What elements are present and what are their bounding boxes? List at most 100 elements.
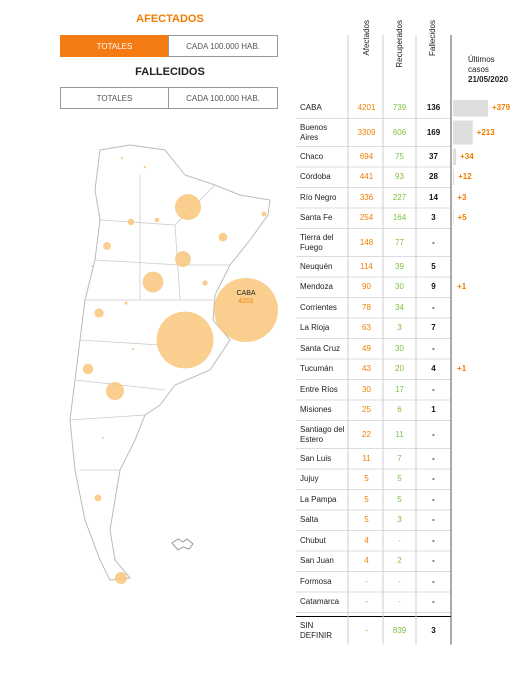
province-name: Chaco [300, 151, 324, 161]
province-name: Santa Fe [300, 213, 333, 223]
cell-fallecidos: 5 [431, 261, 436, 271]
province-bubble [143, 165, 147, 169]
province-name: Chubut [300, 535, 326, 545]
province-name: Neuquén [300, 261, 333, 271]
cell-recuperados: 164 [392, 213, 407, 223]
cell-afectados: 336 [359, 192, 374, 202]
province-bubble [94, 494, 102, 502]
province-bubble [156, 311, 214, 369]
province-bubble [142, 271, 164, 293]
province-name: Corrientes [300, 302, 337, 312]
cell-fallecidos: 9 [431, 282, 436, 292]
province-bubble [114, 571, 128, 585]
province-name: Santiago del Estero [300, 424, 345, 444]
cell-afectados: 78 [362, 302, 371, 312]
bubble-label: CABA [236, 290, 256, 297]
cell-fallecidos: - [432, 474, 435, 484]
province-bubble [82, 363, 94, 375]
cell-afectados: 5 [364, 474, 369, 484]
toggle-per-capita[interactable]: CADA 100.000 HAB. [168, 87, 278, 109]
recent-cases-bar [453, 169, 455, 186]
toggle-totales[interactable]: TOTALES [60, 87, 169, 109]
cell-fallecidos: 4 [431, 364, 436, 374]
recent-cases-label: +1 [457, 364, 467, 374]
cell-afectados: 63 [362, 323, 371, 333]
recent-cases-label: +5 [457, 213, 467, 223]
province-bubble [202, 280, 208, 286]
recent-cases-label: +1 [457, 282, 467, 292]
cell-recuperados: 3 [397, 515, 402, 525]
recent-cases-label: +12 [458, 172, 472, 182]
cell-recuperados: 5 [397, 494, 402, 504]
cell-afectados: 11 [362, 453, 371, 463]
cell-afectados: 30 [362, 384, 371, 394]
province-bubble [94, 308, 104, 318]
cell-recuperados: 739 [392, 103, 407, 113]
cell-afectados: 148 [359, 237, 374, 247]
cell-recuperados: 839 [392, 625, 407, 635]
province-bubble [154, 217, 160, 223]
province-name: San Luis [300, 453, 332, 463]
cell-fallecidos: - [432, 576, 435, 586]
cell-recuperados: 17 [395, 384, 404, 394]
cell-fallecidos: 3 [431, 625, 436, 635]
cell-afectados: 5 [364, 515, 369, 525]
cell-fallecidos: 14 [429, 192, 438, 202]
cell-recuperados: 7 [397, 453, 402, 463]
cell-afectados: 694 [359, 151, 374, 161]
cell-afectados: - [365, 576, 368, 586]
cell-recuperados: 227 [392, 192, 407, 202]
province-name: Misiones [300, 405, 332, 415]
cell-fallecidos: 28 [429, 172, 438, 182]
cell-recuperados: 3 [397, 323, 402, 333]
province-name: Córdoba [300, 172, 331, 182]
province-bubble [174, 193, 202, 221]
cell-afectados: 90 [362, 282, 371, 292]
province-bubble [218, 232, 228, 242]
cell-recuperados: 606 [392, 127, 407, 137]
province-name: La Rioja [300, 323, 330, 333]
province-name: CABA [300, 103, 322, 113]
province-name: Formosa [300, 576, 332, 586]
cell-recuperados: 93 [395, 172, 404, 182]
cell-recuperados: - [398, 535, 401, 545]
cell-fallecidos: - [432, 597, 435, 607]
column-header: Fallecidos [428, 20, 437, 57]
cell-fallecidos: - [432, 384, 435, 394]
cell-recuperados: 77 [395, 237, 404, 247]
cell-fallecidos: - [432, 494, 435, 504]
cell-fallecidos: 169 [426, 127, 441, 137]
cell-recuperados: - [398, 597, 401, 607]
province-bubble [103, 242, 111, 250]
cell-recuperados: 30 [395, 282, 404, 292]
cell-fallecidos: - [432, 453, 435, 463]
cell-afectados: 25 [362, 405, 371, 415]
column-header: Últimos casos [468, 55, 495, 74]
toggle-totales[interactable]: TOTALES [60, 35, 169, 57]
toggle-per-capita[interactable]: CADA 100.000 HAB. [168, 35, 278, 57]
cell-fallecidos: 136 [426, 103, 441, 113]
afectados-title: AFECTADOS [136, 13, 204, 25]
province-name: Salta [300, 515, 319, 525]
cell-fallecidos: - [432, 556, 435, 566]
province-bubble [120, 156, 124, 160]
cell-recuperados: - [398, 576, 401, 586]
cell-fallecidos: 7 [431, 323, 436, 333]
province-bubble [175, 251, 191, 267]
recent-cases-label: +379 [492, 103, 511, 113]
cell-recuperados: 11 [395, 429, 404, 439]
bubble-value: 4201 [238, 298, 254, 305]
province-bubble [105, 381, 125, 401]
province-name: Río Negro [300, 192, 337, 202]
province-name: Catamarca [300, 597, 340, 607]
province-bubble [124, 301, 128, 305]
province-name: Mendoza [300, 282, 333, 292]
cell-afectados: 4 [364, 556, 369, 566]
province-name: Santa Cruz [300, 343, 341, 353]
province-name: Entre Ríos [300, 384, 338, 394]
province-name: Buenos Aires [300, 122, 328, 142]
province-name: San Juan [300, 556, 334, 566]
cell-afectados: 5 [364, 494, 369, 504]
